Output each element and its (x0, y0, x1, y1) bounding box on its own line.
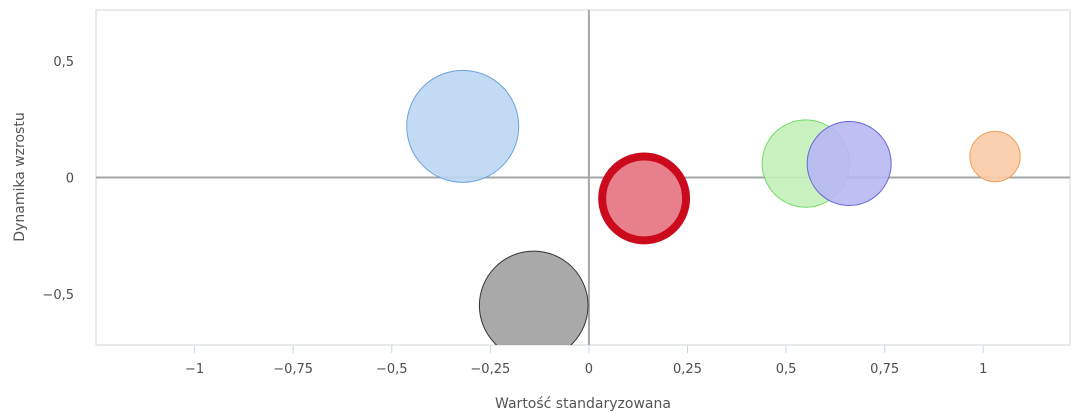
x-tick-label: −0,5 (376, 362, 408, 377)
x-axis-title: Wartość standaryzowana (495, 396, 671, 412)
x-tick-label: 0,25 (673, 362, 702, 377)
x-axis-ticks: −1 −0,75 −0,5 −0,25 0 0,25 0,5 0,75 1 (185, 345, 987, 377)
y-axis-title: Dynamika wzrostu (12, 112, 28, 241)
x-tick-label: 0,5 (776, 362, 797, 377)
zero-lines (96, 10, 1070, 345)
bubble-5 (806, 121, 892, 207)
x-tick-label: 1 (979, 362, 987, 377)
x-tick-label: −0,75 (273, 362, 313, 377)
y-tick-label: 0 (66, 172, 74, 187)
y-tick-label: −0,5 (42, 288, 74, 303)
bubble-highlighted (598, 152, 691, 245)
bubble-1 (406, 69, 520, 183)
y-axis-ticks: 0,5 0 −0,5 (42, 55, 74, 303)
x-tick-label: −0,25 (470, 362, 510, 377)
y-tick-label: 0,5 (53, 55, 74, 70)
bubble-2 (478, 250, 589, 345)
x-tick-label: −1 (185, 362, 204, 377)
bubble-6 (969, 130, 1021, 183)
x-tick-label: 0,75 (870, 362, 899, 377)
bubbles-layer (406, 69, 1021, 345)
x-tick-label: 0 (585, 362, 593, 377)
